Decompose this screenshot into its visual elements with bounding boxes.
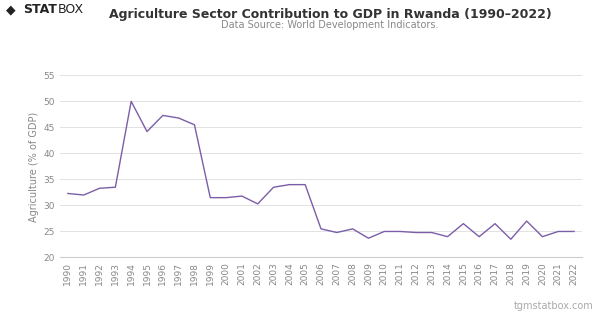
- Text: STAT: STAT: [23, 3, 56, 16]
- Text: ◆: ◆: [6, 3, 16, 16]
- Text: Agriculture Sector Contribution to GDP in Rwanda (1990–2022): Agriculture Sector Contribution to GDP i…: [109, 8, 551, 21]
- Y-axis label: Agriculture (% of GDP): Agriculture (% of GDP): [29, 111, 40, 222]
- Text: BOX: BOX: [58, 3, 84, 16]
- Text: Data Source: World Development Indicators.: Data Source: World Development Indicator…: [221, 20, 439, 30]
- Text: tgmstatbox.com: tgmstatbox.com: [514, 301, 594, 311]
